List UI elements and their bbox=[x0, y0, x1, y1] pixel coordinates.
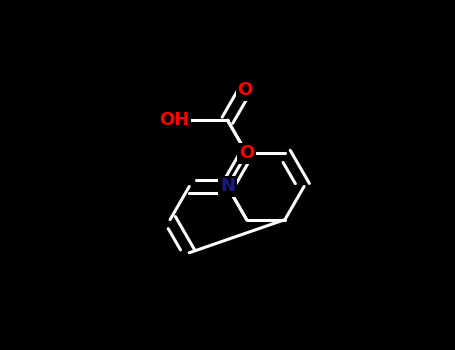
Text: O: O bbox=[239, 144, 254, 162]
Text: O: O bbox=[238, 81, 253, 99]
Text: N: N bbox=[220, 177, 235, 196]
Text: OH: OH bbox=[159, 111, 189, 129]
